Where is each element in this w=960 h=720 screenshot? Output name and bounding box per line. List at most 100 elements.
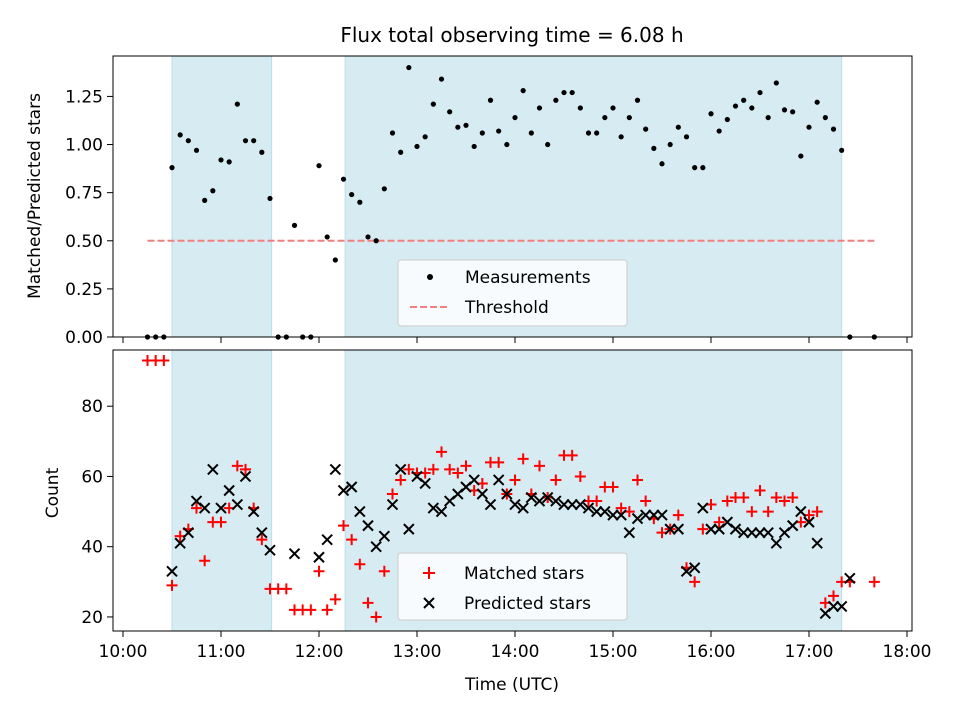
matched-star-point <box>231 460 243 472</box>
measurement-point <box>659 161 665 167</box>
predicted-star-point <box>264 544 276 556</box>
predicted-star-point <box>386 498 399 511</box>
predicted-star-point <box>672 523 685 535</box>
predicted-star-point <box>345 481 358 493</box>
matched-star-point <box>346 534 358 546</box>
measurement-point <box>585 130 592 136</box>
predicted-star-point <box>517 502 529 514</box>
matched-star-point <box>672 509 684 521</box>
predicted-star-point <box>754 526 766 539</box>
measurement-point <box>732 103 739 109</box>
predicted-star-point <box>362 519 374 532</box>
matched-star-point <box>362 597 374 609</box>
matched-star-point <box>256 534 268 546</box>
measurement-point <box>259 149 265 155</box>
matched-star-point <box>615 502 627 514</box>
predicted-star-point <box>223 484 235 497</box>
x-tick-label: 13:00 <box>393 642 442 662</box>
predicted-star-point <box>231 498 244 511</box>
predicted-star-point <box>631 512 644 525</box>
predicted-star-point <box>533 495 546 507</box>
matched-star-point <box>158 355 170 367</box>
count-panel: 20 40 60 80 10:00 11:00 12:00 13:00 14:00 15:00 1… <box>43 349 932 695</box>
measurement-point <box>781 107 788 113</box>
measurement-point <box>512 114 518 121</box>
predicted-star-point <box>558 498 570 511</box>
measurement-point <box>242 138 249 144</box>
measurement-point <box>577 105 583 111</box>
measurement-point <box>169 165 175 171</box>
measurement-point <box>692 165 698 171</box>
measurement-point <box>757 89 763 96</box>
matched-star-point <box>444 463 456 475</box>
matched-star-point <box>240 463 251 475</box>
matched-star-point <box>713 516 725 528</box>
predicted-star-point <box>582 502 595 514</box>
predicted-star-point <box>729 523 742 535</box>
predicted-star-point <box>648 509 660 521</box>
matched-star-point <box>427 463 439 475</box>
measurement-point <box>430 101 436 107</box>
predicted-star-point <box>288 548 301 560</box>
matched-star-point <box>517 453 529 465</box>
predicted-star-point <box>427 502 440 514</box>
legend-marker-predicted <box>423 597 435 609</box>
predicted-star-point <box>174 537 186 549</box>
measurement-point <box>479 130 485 136</box>
predicted-star-point <box>501 488 513 500</box>
predicted-star-point <box>182 526 195 539</box>
matched-star-point <box>313 565 325 577</box>
legend-label-matched: Matched stars <box>464 564 584 584</box>
y-tick-label: 80 <box>81 397 103 417</box>
x-tick-label: 16:00 <box>687 642 736 662</box>
matched-star-point <box>574 470 586 482</box>
measurement-point <box>528 130 534 136</box>
ratio-legend-box <box>397 259 628 327</box>
matched-star-point <box>721 495 733 507</box>
measurement-point <box>520 88 526 94</box>
measurement-point <box>438 76 445 82</box>
predicted-star-point <box>688 562 701 574</box>
measurement-point <box>749 105 755 111</box>
measurement-point <box>455 124 461 130</box>
predicted-star-point <box>256 526 268 539</box>
measurement-point <box>447 109 453 115</box>
predicted-star-point <box>476 488 489 500</box>
predicted-star-point <box>664 523 676 535</box>
matched-star-point <box>191 502 202 514</box>
matched-star-point <box>632 474 643 486</box>
matched-star-point <box>387 488 398 500</box>
measurement-point <box>839 147 845 153</box>
measurement-point <box>357 199 363 205</box>
matched-star-point <box>321 604 333 616</box>
measurement-point <box>487 97 494 103</box>
measurement-point <box>708 111 714 117</box>
predicted-star-point <box>313 551 325 563</box>
measurement-point <box>422 134 428 140</box>
count-y-axis-label: Count <box>43 467 63 518</box>
predicted-star-point <box>492 474 505 486</box>
measurement-point <box>700 165 706 171</box>
matched-star-point <box>754 485 766 496</box>
measurement-point <box>324 234 330 240</box>
predicted-star-point <box>435 505 448 518</box>
matched-star-point <box>770 492 782 504</box>
measurement-point <box>602 114 608 121</box>
measurement-point <box>365 234 371 240</box>
matched-star-point <box>868 576 880 588</box>
measurement-point <box>504 141 510 148</box>
matched-star-point <box>329 593 341 605</box>
predicted-star-point <box>639 509 652 521</box>
predicted-star-point <box>574 498 587 511</box>
predicted-star-point <box>566 498 578 511</box>
predicted-star-point <box>786 519 799 532</box>
measurement-point <box>569 89 575 96</box>
measurement-point <box>830 126 837 132</box>
x-tick-label: 14:00 <box>491 642 540 662</box>
measurement-point <box>291 222 298 228</box>
predicted-star-point <box>354 505 366 518</box>
matched-star-point <box>828 590 839 602</box>
legend-label-measurements: Measurements <box>465 268 591 288</box>
y-tick-label: 40 <box>81 538 103 558</box>
